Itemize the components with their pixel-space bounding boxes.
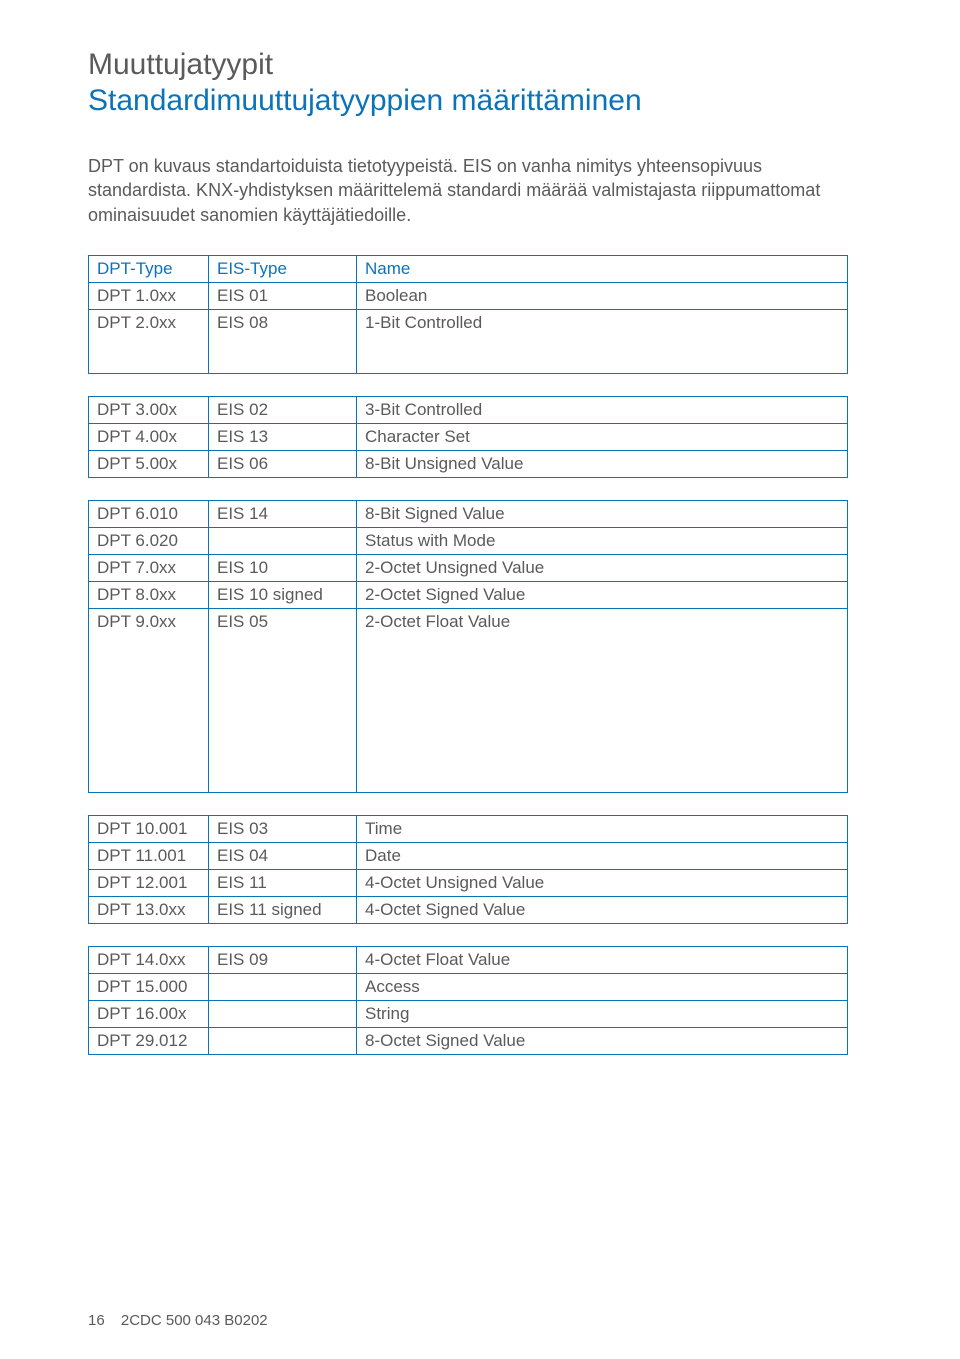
cell: DPT 14.0xx [89, 946, 209, 973]
doc-code: 2CDC 500 043 B0202 [121, 1312, 268, 1329]
cell: Character Set [357, 423, 848, 450]
cell: DPT 11.001 [89, 842, 209, 869]
table-row: DPT 5.00x EIS 06 8-Bit Unsigned Value [89, 450, 848, 477]
cell: 4-Octet Float Value [357, 946, 848, 973]
cell: EIS 11 signed [209, 896, 357, 923]
cell: DPT 1.0xx [89, 282, 209, 309]
table-row: DPT 14.0xx EIS 09 4-Octet Float Value [89, 946, 848, 973]
table-row: DPT 3.00x EIS 02 3-Bit Controlled [89, 396, 848, 423]
cell: DPT 6.010 [89, 500, 209, 527]
cell: 2-Octet Signed Value [357, 581, 848, 608]
cell: EIS 10 signed [209, 581, 357, 608]
cell: EIS 05 [209, 608, 357, 792]
cell: 8-Octet Signed Value [357, 1027, 848, 1054]
cell [209, 527, 357, 554]
table-row: DPT 7.0xx EIS 10 2-Octet Unsigned Value [89, 554, 848, 581]
cell: DPT 29.012 [89, 1027, 209, 1054]
cell: DPT 10.001 [89, 815, 209, 842]
cell: EIS 01 [209, 282, 357, 309]
cell: EIS 11 [209, 869, 357, 896]
cell [209, 973, 357, 1000]
cell: DPT 9.0xx [89, 608, 209, 792]
cell: Date [357, 842, 848, 869]
table-row: DPT 2.0xx EIS 08 1-Bit Controlled [89, 309, 848, 373]
table-row: DPT 4.00x EIS 13 Character Set [89, 423, 848, 450]
table-row: DPT 6.020 Status with Mode [89, 527, 848, 554]
table-5: DPT 14.0xx EIS 09 4-Octet Float Value DP… [88, 946, 848, 1055]
cell: 8-Bit Signed Value [357, 500, 848, 527]
cell: 4-Octet Unsigned Value [357, 869, 848, 896]
table-row: DPT 8.0xx EIS 10 signed 2-Octet Signed V… [89, 581, 848, 608]
table-row: DPT 13.0xx EIS 11 signed 4-Octet Signed … [89, 896, 848, 923]
table-row: DPT 29.012 8-Octet Signed Value [89, 1027, 848, 1054]
table-row: DPT 1.0xx EIS 01 Boolean [89, 282, 848, 309]
table-row: DPT 16.00x String [89, 1000, 848, 1027]
cell: Access [357, 973, 848, 1000]
col-dpt-header: DPT-Type [89, 255, 209, 282]
heading-1: Muuttujatyypit [88, 48, 904, 82]
cell: EIS 08 [209, 309, 357, 373]
cell: EIS 04 [209, 842, 357, 869]
table-row: DPT 12.001 EIS 11 4-Octet Unsigned Value [89, 869, 848, 896]
page-footer: 16 2CDC 500 043 B0202 [88, 1312, 268, 1329]
table-1: DPT-Type EIS-Type Name DPT 1.0xx EIS 01 … [88, 255, 848, 374]
cell: Status with Mode [357, 527, 848, 554]
cell: DPT 5.00x [89, 450, 209, 477]
cell: 8-Bit Unsigned Value [357, 450, 848, 477]
cell: 3-Bit Controlled [357, 396, 848, 423]
cell [209, 1000, 357, 1027]
cell: EIS 06 [209, 450, 357, 477]
cell: DPT 16.00x [89, 1000, 209, 1027]
cell: EIS 02 [209, 396, 357, 423]
heading-2: Standardimuuttujatyyppien määrittäminen [88, 84, 904, 118]
table-3: DPT 6.010 EIS 14 8-Bit Signed Value DPT … [88, 500, 848, 793]
cell: DPT 13.0xx [89, 896, 209, 923]
cell: EIS 03 [209, 815, 357, 842]
table-2: DPT 3.00x EIS 02 3-Bit Controlled DPT 4.… [88, 396, 848, 478]
cell [209, 1027, 357, 1054]
cell: 2-Octet Float Value [357, 608, 848, 792]
cell: EIS 13 [209, 423, 357, 450]
table-row: DPT 15.000 Access [89, 973, 848, 1000]
cell: EIS 14 [209, 500, 357, 527]
intro-paragraph: DPT on kuvaus standartoiduista tietotyyp… [88, 154, 848, 227]
table-row: DPT 9.0xx EIS 05 2-Octet Float Value [89, 608, 848, 792]
cell: DPT 6.020 [89, 527, 209, 554]
cell: 4-Octet Signed Value [357, 896, 848, 923]
cell: DPT 2.0xx [89, 309, 209, 373]
col-eis-header: EIS-Type [209, 255, 357, 282]
table-row: DPT 10.001 EIS 03 Time [89, 815, 848, 842]
cell: DPT 12.001 [89, 869, 209, 896]
cell: 1-Bit Controlled [357, 309, 848, 373]
col-name-header: Name [357, 255, 848, 282]
cell: Boolean [357, 282, 848, 309]
table-header-row: DPT-Type EIS-Type Name [89, 255, 848, 282]
cell: String [357, 1000, 848, 1027]
cell: Time [357, 815, 848, 842]
cell: EIS 10 [209, 554, 357, 581]
table-4: DPT 10.001 EIS 03 Time DPT 11.001 EIS 04… [88, 815, 848, 924]
cell: DPT 4.00x [89, 423, 209, 450]
cell: EIS 09 [209, 946, 357, 973]
table-row: DPT 6.010 EIS 14 8-Bit Signed Value [89, 500, 848, 527]
table-row: DPT 11.001 EIS 04 Date [89, 842, 848, 869]
cell: DPT 3.00x [89, 396, 209, 423]
cell: 2-Octet Unsigned Value [357, 554, 848, 581]
cell: DPT 15.000 [89, 973, 209, 1000]
page-number: 16 [88, 1312, 105, 1329]
cell: DPT 7.0xx [89, 554, 209, 581]
cell: DPT 8.0xx [89, 581, 209, 608]
